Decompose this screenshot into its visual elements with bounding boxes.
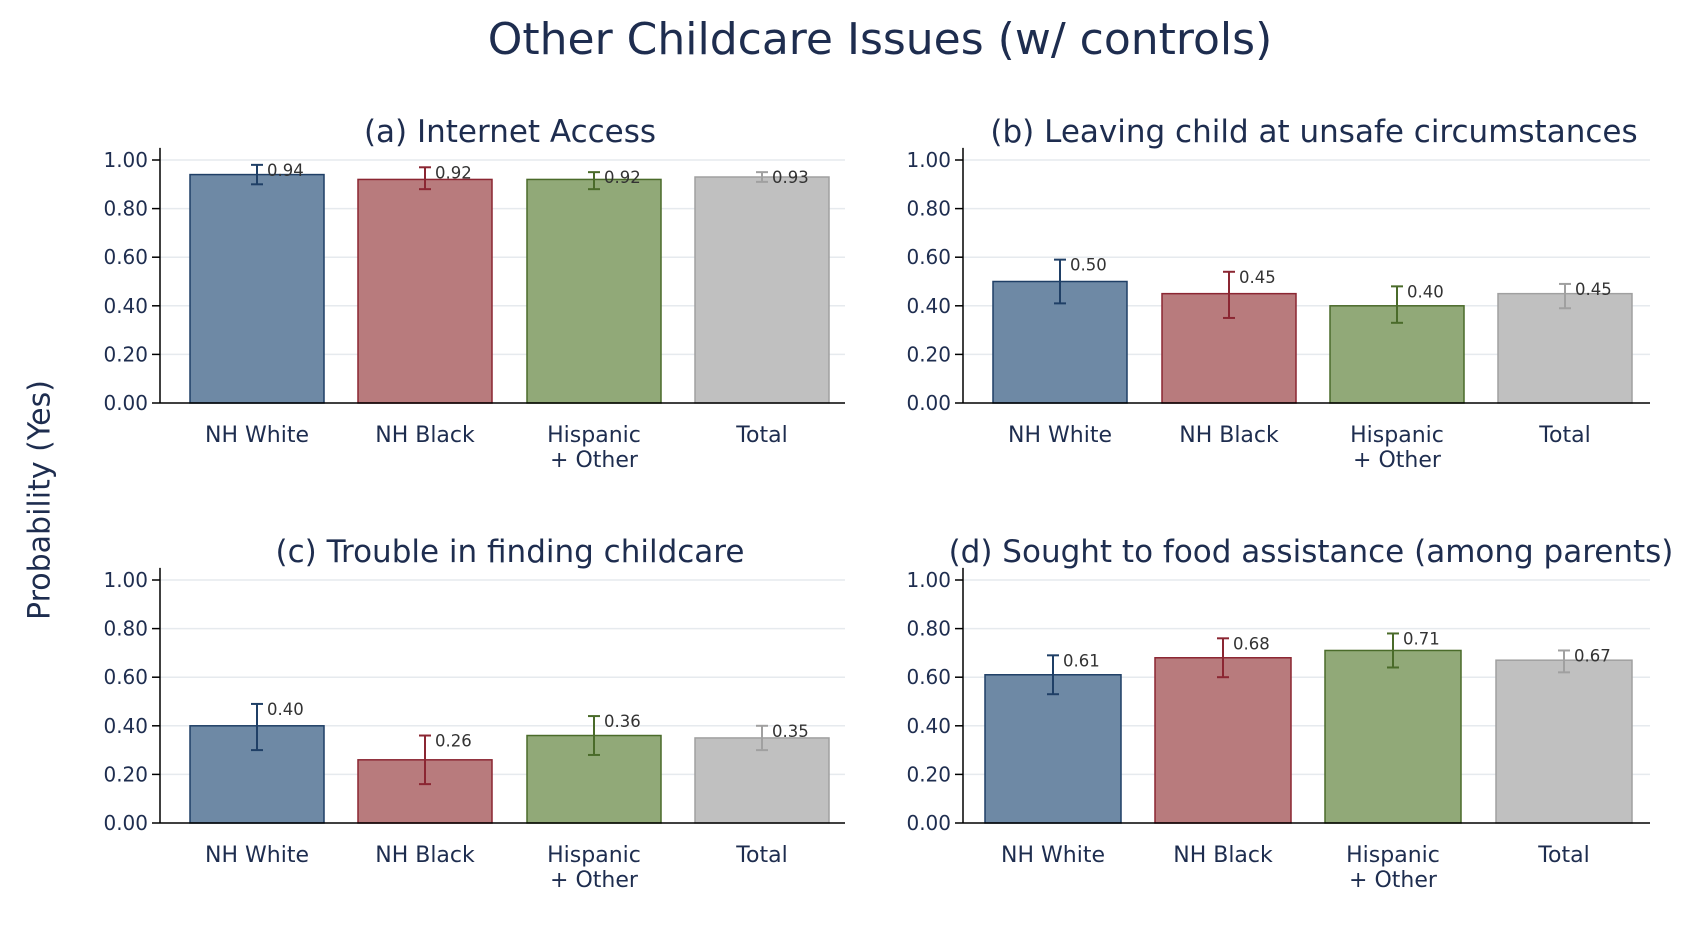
x-tick-label: Hispanic xyxy=(547,423,641,448)
x-tick-label: NH Black xyxy=(1173,843,1273,868)
x-tick-label: Hispanic xyxy=(547,843,641,868)
bar xyxy=(1497,292,1633,404)
x-tick-label: + Other xyxy=(1353,448,1442,473)
panel-title: (b) Leaving child at unsafe circumstance… xyxy=(990,114,1637,150)
x-tick-label: NH White xyxy=(205,843,309,868)
x-tick-label: + Other xyxy=(550,868,639,893)
y-tick-label: 1.00 xyxy=(103,148,148,172)
x-tick-label: NH Black xyxy=(1179,423,1279,448)
x-tick-label: Hispanic xyxy=(1346,843,1440,868)
bar xyxy=(984,674,1122,824)
value-label: 0.68 xyxy=(1233,634,1270,653)
value-label: 0.40 xyxy=(1407,282,1444,301)
panel-title: (a) Internet Access xyxy=(364,114,656,150)
value-label: 0.71 xyxy=(1403,629,1440,648)
y-tick-label: 1.00 xyxy=(103,568,148,592)
value-label: 0.40 xyxy=(267,700,304,719)
figure-title: Other Childcare Issues (w/ controls) xyxy=(487,14,1273,65)
y-tick-label: 1.00 xyxy=(906,568,951,592)
y-tick-label: 0.20 xyxy=(906,342,951,366)
x-tick-label: NH Black xyxy=(375,423,475,448)
value-label: 0.92 xyxy=(604,168,641,187)
y-tick-label: 0.40 xyxy=(103,294,148,318)
value-label: 0.50 xyxy=(1070,256,1107,275)
y-tick-label: 0.00 xyxy=(906,811,951,835)
y-tick-label: 0.20 xyxy=(103,762,148,786)
x-tick-label: NH White xyxy=(1008,423,1112,448)
y-tick-label: 0.00 xyxy=(103,811,148,835)
y-tick-label: 0.80 xyxy=(906,617,951,641)
y-tick-label: 0.40 xyxy=(103,714,148,738)
panel-title: (d) Sought to food assistance (among par… xyxy=(949,534,1674,570)
chart-panel-3: (c) Trouble in finding childcare 0.00 0.20… xyxy=(103,534,845,893)
x-tick-label: NH White xyxy=(1001,843,1105,868)
x-tick-label: Total xyxy=(1537,843,1589,868)
y-tick-label: 0.20 xyxy=(103,342,148,366)
value-label: 0.26 xyxy=(435,732,472,751)
x-tick-label: + Other xyxy=(550,448,639,473)
y-tick-label: 0.60 xyxy=(103,245,148,269)
x-tick-label: NH Black xyxy=(375,843,475,868)
bar xyxy=(1154,657,1292,824)
y-tick-label: 0.80 xyxy=(906,197,951,221)
panel-title: (c) Trouble in finding childcare xyxy=(276,534,745,570)
y-tick-label: 0.80 xyxy=(103,197,148,221)
x-tick-label: Total xyxy=(735,423,787,448)
value-label: 0.36 xyxy=(604,712,641,731)
bar xyxy=(357,178,493,404)
y-tick-label: 0.40 xyxy=(906,714,951,738)
value-label: 0.94 xyxy=(267,161,304,180)
y-tick-label: 0.00 xyxy=(906,391,951,415)
y-tick-label: 0.40 xyxy=(906,294,951,318)
chart-panel-4: (d) Sought to food assistance (among par… xyxy=(906,534,1673,893)
value-label: 0.93 xyxy=(772,168,809,187)
bar xyxy=(1495,659,1633,824)
value-label: 0.61 xyxy=(1063,651,1100,670)
y-tick-label: 0.80 xyxy=(103,617,148,641)
value-label: 0.67 xyxy=(1574,646,1611,665)
y-tick-label: 0.60 xyxy=(906,245,951,269)
chart-panel-2: (b) Leaving child at unsafe circumstance… xyxy=(906,114,1650,473)
x-tick-label: Total xyxy=(735,843,787,868)
x-tick-label: NH White xyxy=(205,423,309,448)
y-tick-label: 0.60 xyxy=(103,665,148,689)
bar xyxy=(694,176,830,404)
bar xyxy=(189,173,325,404)
bar xyxy=(1324,649,1462,824)
x-tick-label: Total xyxy=(1538,423,1590,448)
value-label: 0.35 xyxy=(772,722,809,741)
bar xyxy=(526,178,662,404)
y-tick-label: 0.00 xyxy=(103,391,148,415)
x-tick-label: + Other xyxy=(1349,868,1438,893)
value-label: 0.92 xyxy=(435,163,472,182)
x-tick-label: Hispanic xyxy=(1350,423,1444,448)
value-label: 0.45 xyxy=(1575,280,1612,299)
value-label: 0.45 xyxy=(1239,268,1276,287)
y-tick-label: 0.20 xyxy=(906,762,951,786)
y-tick-label: 0.60 xyxy=(906,665,951,689)
y-tick-label: 1.00 xyxy=(906,148,951,172)
chart-panel-1: (a) Internet Access 0.00 0.20 0.40 0.60 0.80 1… xyxy=(103,114,845,473)
bar xyxy=(357,759,493,824)
